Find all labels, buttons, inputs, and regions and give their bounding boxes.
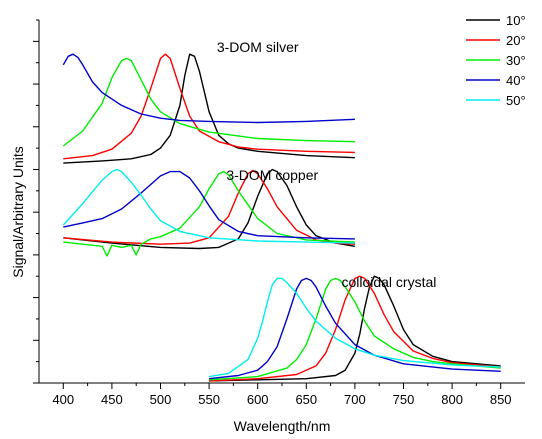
panel-3-dom-copper [62, 168, 356, 257]
x-tick-label: 650 [295, 392, 317, 407]
series-line-10-deg [63, 53, 355, 164]
x-tick-label: 750 [393, 392, 415, 407]
x-ticks: 400 450 500 550 600 650 700 750 800 850 [52, 383, 512, 407]
panel-colloidal-crystal [208, 275, 501, 382]
axes [38, 20, 525, 384]
y-ticks [33, 19, 39, 384]
legend-label-40-deg: 40° [506, 73, 526, 88]
series-line-50-deg [208, 277, 501, 378]
x-tick-label: 500 [150, 392, 172, 407]
annotation-layer: 3-DOM silver 3-DOM copper colloidal crysta… [217, 39, 437, 290]
series-line-20-deg [63, 53, 355, 160]
series-line-10-deg [209, 275, 501, 382]
annotation-label: 3-DOM silver [217, 39, 299, 55]
panel-3-dom-silver [62, 53, 355, 164]
y-axis-title: Signal/Arbitrary Units [10, 146, 26, 278]
legend-label-30-deg: 30° [506, 53, 526, 68]
x-tick-label: 700 [344, 392, 366, 407]
x-tick-label: 850 [490, 392, 512, 407]
x-tick-label: 800 [441, 392, 463, 407]
series-line-30-deg [62, 57, 355, 147]
series-line-30-deg [63, 170, 355, 257]
legend-label-10-deg: 10° [506, 13, 526, 28]
x-tick-label: 550 [198, 392, 220, 407]
series-line-50-deg [62, 168, 355, 244]
series-line-20-deg [63, 169, 355, 245]
annotation-label: colloidal crystal [341, 274, 436, 290]
legend-label-20-deg: 20° [506, 33, 526, 48]
x-tick-label: 600 [247, 392, 269, 407]
series-line-10-deg [63, 168, 356, 250]
annotation-label: 3-DOM copper [226, 167, 318, 183]
legend: 10° 20° 30° 40° 50° [466, 13, 526, 108]
series-line-20-deg [209, 275, 501, 382]
series-line-40-deg [63, 170, 355, 240]
legend-label-50-deg: 50° [506, 93, 526, 108]
series-layer [62, 53, 501, 382]
x-axis-title: Wavelength/nm [234, 418, 331, 434]
series-line-30-deg [209, 277, 501, 381]
series-line-40-deg [62, 53, 355, 124]
x-tick-label: 400 [52, 392, 74, 407]
x-tick-label: 450 [101, 392, 123, 407]
